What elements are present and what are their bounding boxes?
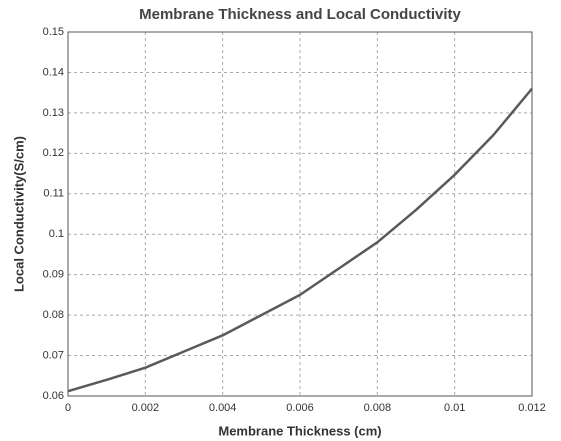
x-tick-label: 0	[65, 402, 71, 414]
y-tick-label: 0.06	[43, 390, 64, 402]
y-tick-label: 0.14	[43, 66, 64, 78]
x-tick-label: 0.002	[132, 402, 160, 414]
chart-title: Membrane Thickness and Local Conductivit…	[139, 6, 461, 23]
y-tick-label: 0.07	[43, 349, 64, 361]
x-axis-label: Membrane Thickness (cm)	[218, 423, 381, 438]
y-tick-label: 0.11	[43, 188, 64, 200]
x-tick-label: 0.006	[286, 402, 314, 414]
plot-frame	[67, 31, 533, 397]
y-tick-label: 0.09	[43, 269, 64, 281]
y-axis-label: Local Conductivity(S/cm)	[11, 136, 26, 292]
x-tick-label: 0.01	[444, 402, 465, 414]
y-tick-label: 0.08	[43, 309, 64, 321]
y-tick-label: 0.1	[49, 228, 64, 240]
x-tick-label: 0.008	[364, 402, 392, 414]
y-tick-label: 0.15	[43, 26, 64, 38]
x-tick-label: 0.012	[518, 402, 546, 414]
y-tick-label: 0.13	[43, 107, 64, 119]
x-tick-label: 0.004	[209, 402, 237, 414]
data-line	[67, 87, 533, 393]
y-tick-label: 0.12	[43, 147, 64, 159]
